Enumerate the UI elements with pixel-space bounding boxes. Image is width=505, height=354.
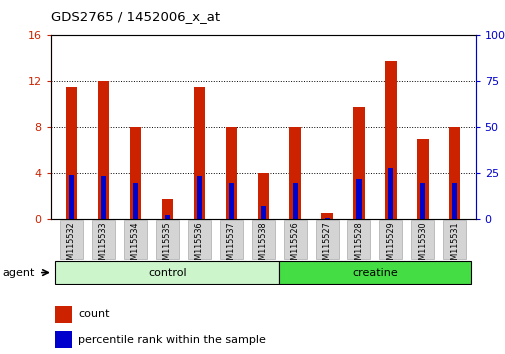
Bar [352,107,364,219]
Bar [55,306,72,323]
Bar [97,81,109,219]
FancyBboxPatch shape [283,220,306,259]
Text: GDS2765 / 1452006_x_at: GDS2765 / 1452006_x_at [50,10,219,23]
FancyBboxPatch shape [379,220,401,259]
Bar [161,199,173,219]
FancyBboxPatch shape [91,220,115,259]
Bar [321,212,332,219]
Bar [448,127,460,219]
Bar [292,183,297,219]
Text: GSM115526: GSM115526 [290,222,299,270]
FancyBboxPatch shape [156,220,178,259]
Bar [66,87,77,219]
FancyBboxPatch shape [60,220,83,259]
Text: creatine: creatine [351,268,397,278]
Text: count: count [78,309,110,319]
Bar [289,127,300,219]
Bar [324,218,329,219]
Text: agent: agent [3,268,35,278]
Bar [385,61,396,219]
Text: GSM115535: GSM115535 [163,222,171,270]
FancyBboxPatch shape [251,220,274,259]
FancyBboxPatch shape [442,220,466,259]
Bar [356,179,361,219]
Bar [228,183,233,219]
FancyBboxPatch shape [187,220,210,259]
Text: GSM115538: GSM115538 [258,222,267,270]
Text: GSM115528: GSM115528 [354,222,363,270]
Bar [165,215,170,219]
Bar [417,139,428,219]
FancyBboxPatch shape [347,220,370,259]
Bar [129,127,140,219]
Bar [69,175,74,219]
Text: GSM115531: GSM115531 [449,222,459,270]
Text: GSM115533: GSM115533 [98,222,108,270]
Text: GSM115537: GSM115537 [226,222,235,270]
FancyBboxPatch shape [411,220,434,259]
Text: percentile rank within the sample: percentile rank within the sample [78,335,266,345]
FancyBboxPatch shape [315,220,338,259]
Bar [55,331,72,348]
Bar [132,183,137,219]
Text: control: control [147,268,186,278]
Bar [225,127,236,219]
Bar [260,206,265,219]
Text: GSM115530: GSM115530 [418,222,427,270]
Bar [196,176,201,219]
Bar [451,183,457,219]
Text: GSM115529: GSM115529 [386,222,395,270]
Text: GSM115534: GSM115534 [130,222,139,270]
Text: GSM115536: GSM115536 [194,222,204,270]
Text: GSM115532: GSM115532 [67,222,76,270]
Bar [388,168,393,219]
FancyBboxPatch shape [219,220,242,259]
Bar [100,176,106,219]
FancyBboxPatch shape [279,261,470,284]
Bar [420,183,425,219]
Text: GSM115527: GSM115527 [322,222,331,270]
FancyBboxPatch shape [55,261,279,284]
Bar [257,173,268,219]
FancyBboxPatch shape [124,220,146,259]
Bar [193,87,205,219]
